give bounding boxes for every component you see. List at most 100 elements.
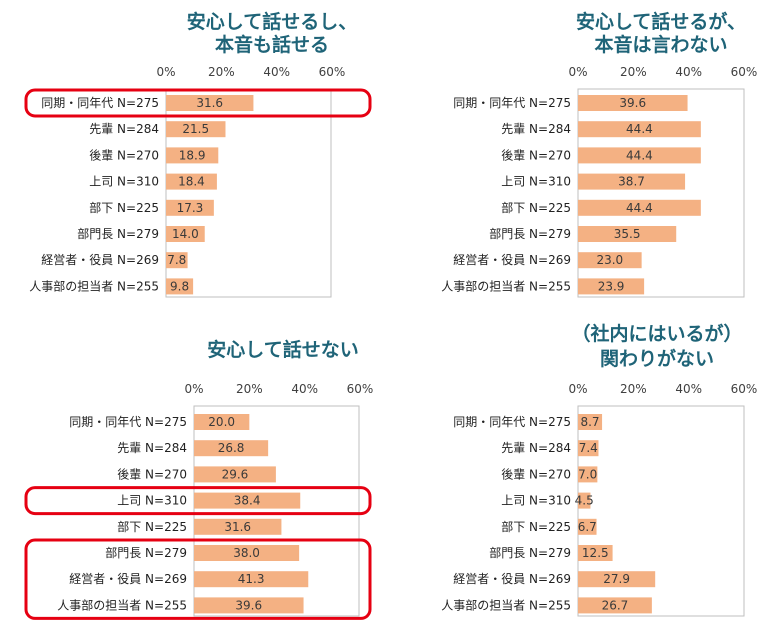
data-label: 29.6 [222, 467, 249, 481]
category-label: 部下 N=225 [501, 519, 571, 534]
data-label: 26.7 [602, 598, 629, 612]
bar [578, 492, 591, 509]
data-label: 23.9 [598, 279, 625, 293]
category-label: 同期・同年代 N=275 [453, 415, 571, 429]
bar [194, 414, 250, 430]
chart-panel-3: 安心して話せない 0% 20% 40% 60% 同期・同年代 N=275 20.0 先輩 N=… [24, 338, 374, 620]
x-tick-label: 60% [347, 382, 374, 396]
category-label: 部下 N=225 [89, 200, 159, 215]
chart-title-line: 関わりがない [600, 347, 714, 370]
data-label: 35.5 [614, 227, 641, 241]
category-label: 部門長 N=279 [105, 545, 187, 560]
chart-panel-2: 安心して話せるが、本音は言わない 0% 20% 40% 60% 同期・同年代 N=275 3… [441, 10, 758, 298]
bar [578, 95, 688, 111]
category-label: 先輩 N=284 [501, 121, 571, 136]
bar [578, 199, 701, 216]
plot-frame [193, 405, 360, 617]
bar [194, 597, 304, 614]
data-label: 18.9 [179, 148, 206, 162]
chart-title-line: 安心して話せるが、 [576, 10, 746, 33]
data-label: 38.0 [233, 546, 260, 560]
category-label: 後輩 N=270 [89, 147, 159, 162]
x-tick-label: 60% [731, 65, 758, 79]
bar [578, 466, 598, 483]
category-label: 部下 N=225 [117, 519, 187, 534]
data-label: 39.6 [619, 96, 646, 110]
bar [194, 518, 282, 535]
category-label: 人事部の担当者 N=255 [29, 278, 159, 293]
x-tick-label: 0% [184, 382, 203, 396]
data-label: 38.7 [618, 175, 645, 189]
category-label: 経営者・役員 N=269 [69, 571, 187, 586]
category-label: 後輩 N=270 [117, 466, 187, 481]
category-label: 先輩 N=284 [117, 440, 187, 455]
highlight-box [24, 88, 372, 118]
bar [578, 545, 613, 561]
highlight-box [24, 486, 372, 516]
data-label: 38.4 [234, 494, 261, 508]
category-label: 先輩 N=284 [501, 440, 571, 455]
bar [166, 252, 188, 269]
data-label: 17.3 [177, 201, 204, 215]
data-label: 26.8 [218, 441, 245, 455]
plot-frame [577, 88, 745, 298]
plot-frame [577, 405, 745, 617]
bar [194, 545, 300, 561]
data-label: 31.6 [224, 520, 251, 534]
chart-title-line: （社内にはいるが） [571, 322, 742, 345]
bar [578, 518, 597, 535]
category-label: 同期・同年代 N=275 [69, 415, 187, 429]
data-label: 39.6 [235, 598, 262, 612]
category-label: 後輩 N=270 [501, 466, 571, 481]
data-label: 9.8 [170, 279, 189, 293]
data-label: 14.0 [172, 227, 199, 241]
category-label: 部門長 N=279 [489, 226, 571, 241]
category-label: 人事部の担当者 N=255 [441, 597, 571, 612]
x-tick-label: 20% [620, 382, 647, 396]
x-tick-label: 20% [620, 65, 647, 79]
bar [166, 278, 194, 295]
x-tick-label: 40% [263, 65, 290, 79]
data-label: 6.7 [578, 520, 597, 534]
data-label: 4.5 [575, 494, 594, 508]
bar [194, 466, 276, 483]
category-label: 部門長 N=279 [77, 226, 159, 241]
x-tick-label: 20% [208, 65, 235, 79]
bar [166, 199, 214, 216]
bar [166, 95, 254, 111]
chart-title-line: 本音も話せる [215, 33, 329, 56]
bar [578, 147, 701, 164]
category-label: 経営者・役員 N=269 [41, 252, 159, 267]
bar [166, 226, 205, 242]
bar [166, 147, 219, 164]
bar [166, 121, 226, 138]
category-label: 人事部の担当者 N=255 [441, 278, 571, 293]
x-tick-label: 60% [731, 382, 758, 396]
category-label: 部門長 N=279 [489, 545, 571, 560]
category-label: 同期・同年代 N=275 [41, 96, 159, 110]
category-label: 上司 N=310 [89, 175, 159, 189]
data-label: 23.0 [596, 253, 623, 267]
data-label: 7.0 [578, 467, 597, 481]
category-label: 先輩 N=284 [89, 121, 159, 136]
chart-panel-1: 安心して話せるし、本音も話せる 0% 20% 40% 60% 同期・同年代 N=275 31… [24, 10, 372, 298]
x-tick-label: 20% [236, 382, 263, 396]
chart-panel-4: （社内にはいるが）関わりがない 0% 20% 40% 60% 同期・同年代 N=275 8.… [441, 322, 758, 617]
highlight-box [24, 538, 372, 620]
x-tick-label: 40% [291, 382, 318, 396]
category-label: 経営者・役員 N=269 [453, 252, 571, 267]
chart-title-line: 安心して話せない [207, 338, 358, 361]
category-label: 同期・同年代 N=275 [453, 96, 571, 110]
category-label: 後輩 N=270 [501, 147, 571, 162]
category-label: 上司 N=310 [117, 494, 187, 508]
bar [578, 226, 677, 242]
data-label: 20.0 [208, 415, 235, 429]
data-label: 44.4 [626, 148, 653, 162]
x-tick-label: 0% [568, 382, 587, 396]
x-tick-label: 0% [568, 65, 587, 79]
data-label: 12.5 [582, 546, 609, 560]
x-tick-label: 40% [675, 65, 702, 79]
chart-title-line: 安心して話せるし、 [187, 10, 357, 33]
bar [578, 414, 603, 430]
